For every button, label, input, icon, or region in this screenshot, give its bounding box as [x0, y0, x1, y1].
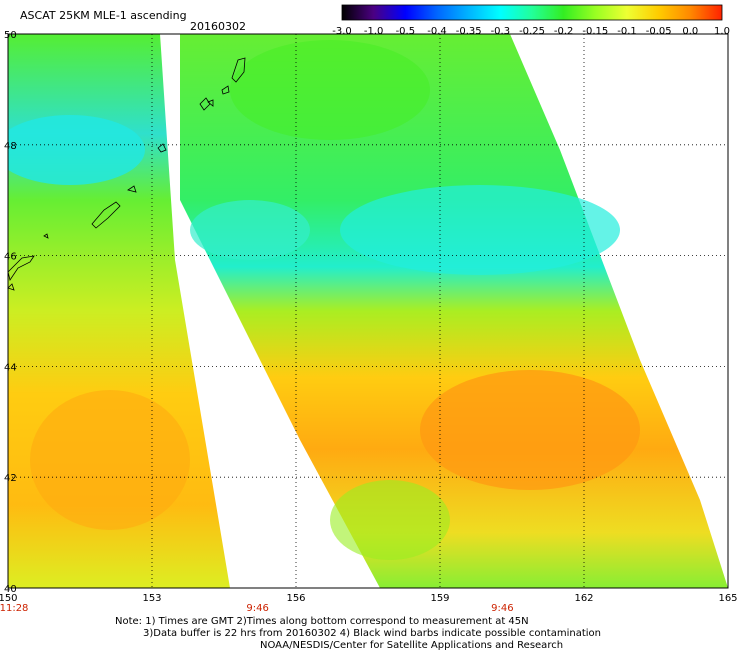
- cyan-patch-center: [190, 200, 310, 260]
- colorbar-label: -3.0: [332, 26, 352, 37]
- lat-tick-label: 46: [4, 252, 17, 263]
- colorbar: -3.0 -1.0 -0.5 -0.4 -0.35 -0.3 -0.25 -0.2 -0.15-…: [332, 4, 730, 37]
- lat-tick-label: 40: [4, 584, 17, 595]
- lat-tick-label: 42: [4, 473, 17, 484]
- colorbar-label: -0.05: [646, 26, 672, 37]
- coastlines: [7, 57, 246, 291]
- lon-tick-label: 159: [430, 593, 449, 604]
- note-line-1: Note: 1) Times are GMT 2)Times along bot…: [115, 616, 529, 627]
- cyan-patch-northwest: [8, 115, 145, 185]
- colorbar-ramp: [341, 4, 723, 21]
- lon-tick-label: 150: [0, 593, 18, 604]
- lon-tick-label: 162: [574, 593, 593, 604]
- colorbar-label: -0.4: [427, 26, 447, 37]
- product-title: ASCAT 25KM MLE-1 ascending: [20, 9, 187, 22]
- colorbar-label: -0.2: [554, 26, 574, 37]
- colorbar-label: 1.0: [714, 26, 730, 37]
- colorbar-label: -0.3: [491, 26, 511, 37]
- axis-labels: 150 153 156 159 162 165 40 42 44 46 48 50 11:28 9:46 9…: [0, 30, 738, 614]
- orange-patch-east: [420, 370, 640, 490]
- lat-tick-label: 48: [4, 141, 17, 152]
- colorbar-label: -0.15: [582, 26, 608, 37]
- cyan-patch-east: [340, 185, 620, 275]
- lon-tick-label: 153: [142, 593, 161, 604]
- time-label: 11:28: [0, 603, 28, 614]
- lat-tick-label: 44: [4, 362, 17, 373]
- plot-frame: [7, 33, 729, 589]
- time-label: 9:46: [491, 603, 513, 614]
- colorbar-label: -0.5: [396, 26, 416, 37]
- lat-tick-label: 50: [4, 30, 17, 41]
- orange-patch-west: [30, 390, 190, 530]
- colorbar-label: 0.0: [682, 26, 698, 37]
- colorbar-label: -0.35: [456, 26, 482, 37]
- colorbar-label: -0.25: [519, 26, 545, 37]
- colorbar-label: -0.1: [617, 26, 637, 37]
- date-label: 20160302: [190, 20, 246, 33]
- colorbar-label: -1.0: [364, 26, 384, 37]
- green-patch-north: [230, 40, 430, 140]
- data-swaths: [8, 34, 728, 588]
- lon-tick-label: 165: [718, 593, 737, 604]
- note-line-3: NOAA/NESDIS/Center for Satellite Applica…: [260, 640, 563, 650]
- green-patch-east: [330, 480, 450, 560]
- time-label: 9:46: [246, 603, 268, 614]
- note-line-2: 3)Data buffer is 22 hrs from 20160302 4)…: [143, 628, 601, 639]
- lon-tick-label: 156: [286, 593, 305, 604]
- grid: [8, 34, 728, 588]
